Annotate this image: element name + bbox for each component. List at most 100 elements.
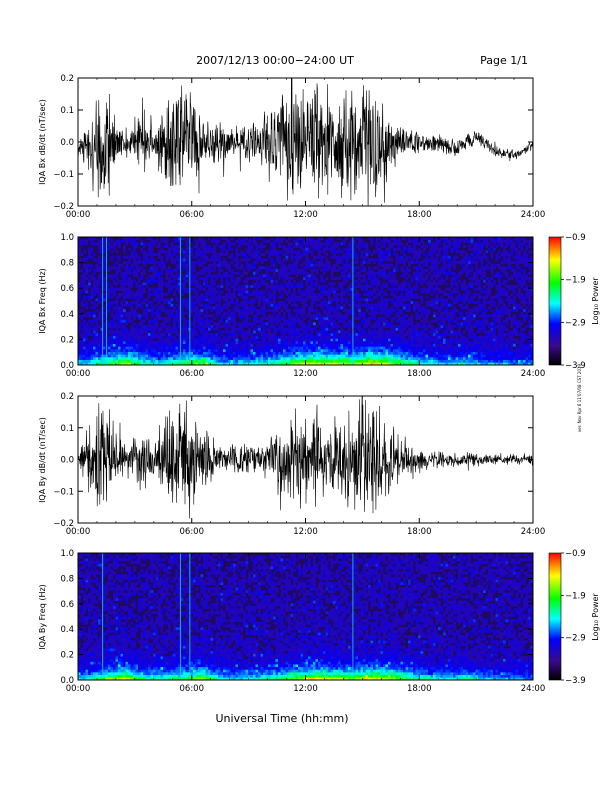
spectrogram-cell — [370, 359, 374, 363]
spectrogram-cell — [245, 271, 249, 275]
spectrogram-cell — [310, 333, 314, 336]
spectrogram-cell — [253, 317, 256, 320]
spectrogram-cell — [325, 335, 329, 339]
spectrogram-cell — [418, 325, 421, 328]
spectrogram-cell — [310, 327, 314, 331]
spectrogram-cell — [115, 271, 119, 275]
spectrogram-cell — [308, 351, 311, 355]
spectrogram-cell — [190, 341, 194, 344]
spectrogram-cell — [240, 341, 244, 344]
spectrogram-cell — [213, 245, 216, 248]
spectrogram-cell — [175, 319, 179, 323]
spectrogram-cell — [293, 298, 296, 302]
spectrogram-cell — [313, 346, 316, 350]
spectrogram-cell — [108, 282, 111, 286]
spectrogram-cell — [408, 274, 411, 278]
spectrogram-cell — [165, 242, 169, 246]
spectrogram-cell — [338, 357, 341, 360]
spectrogram-cell — [270, 295, 274, 299]
spectrogram-cell — [208, 274, 211, 278]
spectrogram-cell — [90, 351, 94, 355]
spectrogram-cell — [348, 357, 351, 360]
spectrogram-cell — [110, 287, 114, 291]
spectrogram-cell — [408, 237, 411, 240]
spectrogram-cell — [78, 247, 81, 251]
spectrogram-cell — [183, 343, 186, 347]
spectrogram-cell — [150, 282, 154, 286]
spectrogram-cell — [295, 237, 299, 240]
spectrogram-cell — [218, 263, 221, 267]
spectrogram-cell — [360, 349, 364, 352]
spectrogram-cell — [180, 298, 184, 302]
spectrogram-cell — [300, 335, 304, 339]
spectrogram-cell — [298, 242, 301, 246]
spectrogram-cell — [328, 349, 331, 352]
spectrogram-cell — [170, 285, 174, 288]
page-number: Page 1/1 — [480, 54, 528, 67]
spectrogram-cell — [115, 282, 119, 286]
spectrogram-cell — [328, 290, 331, 294]
spectrogram-cell — [203, 258, 206, 262]
spectrogram-cell — [178, 362, 181, 366]
spectrogram-cell — [305, 237, 309, 240]
spectrogram-cell — [193, 309, 196, 312]
spectrogram-cell — [120, 274, 124, 278]
spectrogram-cell — [358, 303, 361, 307]
spectrogram-cell — [340, 306, 344, 310]
spectrogram-cell — [325, 242, 329, 246]
spectrogram-cell — [185, 343, 189, 347]
spectrogram-cell — [220, 282, 224, 286]
spectrogram-cell — [228, 303, 231, 307]
spectrogram-cell — [335, 298, 339, 302]
spectrogram-cell — [193, 295, 196, 299]
spectrogram-cell — [195, 319, 199, 323]
spectrogram-cell — [408, 330, 411, 334]
spectrogram-cell — [193, 287, 196, 291]
spectrogram-cell — [83, 349, 86, 352]
spectrogram-cell — [105, 349, 109, 352]
spectrogram-cell — [358, 322, 361, 326]
spectrogram-cell — [283, 311, 286, 315]
spectrogram-cell — [153, 290, 156, 294]
spectrogram-cell — [115, 250, 119, 254]
spectrogram-cell — [403, 319, 406, 323]
spectrogram-cell — [198, 287, 201, 291]
spectrogram-cell — [413, 327, 416, 331]
spectrogram-cell — [293, 349, 296, 352]
spectrogram-cell — [205, 311, 209, 315]
spectrogram-cell — [350, 247, 354, 251]
spectrogram-cell — [115, 301, 119, 304]
spectrogram-cell — [115, 338, 119, 342]
spectrogram-cell — [348, 311, 351, 315]
spectrogram-cell — [410, 239, 414, 243]
spectrogram-cell — [110, 295, 114, 299]
spectrogram-cell — [153, 242, 156, 246]
spectrogram-cell — [380, 351, 384, 355]
spectrogram-cell — [423, 319, 426, 323]
spectrogram-cell — [118, 287, 121, 291]
spectrogram-cell — [410, 362, 414, 366]
spectrogram-cell — [250, 362, 254, 366]
spectrogram-cell — [365, 351, 369, 355]
spectrogram-cell — [98, 255, 101, 259]
spectrogram-cell — [115, 335, 119, 339]
spectrogram-cell — [395, 261, 399, 264]
spectrogram-cell — [150, 237, 154, 240]
spectrogram-cell — [115, 277, 119, 280]
spectrogram-cell — [320, 279, 324, 283]
spectrogram-cell — [198, 319, 201, 323]
spectrogram-cell — [300, 325, 304, 328]
spectrogram-cell — [228, 247, 231, 251]
spectrogram-cell — [190, 301, 194, 304]
spectrogram-cell — [100, 325, 104, 328]
spectrogram-cell — [383, 298, 386, 302]
spectrogram-cell — [223, 362, 226, 366]
spectrogram-cell — [263, 327, 266, 331]
spectrogram-cell — [180, 330, 184, 334]
spectrogram-cell — [305, 359, 309, 363]
spectrogram-cell — [128, 266, 131, 270]
spectrogram-cell — [370, 317, 374, 320]
spectrogram-cell — [190, 261, 194, 264]
spectrogram-cell — [123, 298, 126, 302]
spectrogram-cell — [195, 341, 199, 344]
